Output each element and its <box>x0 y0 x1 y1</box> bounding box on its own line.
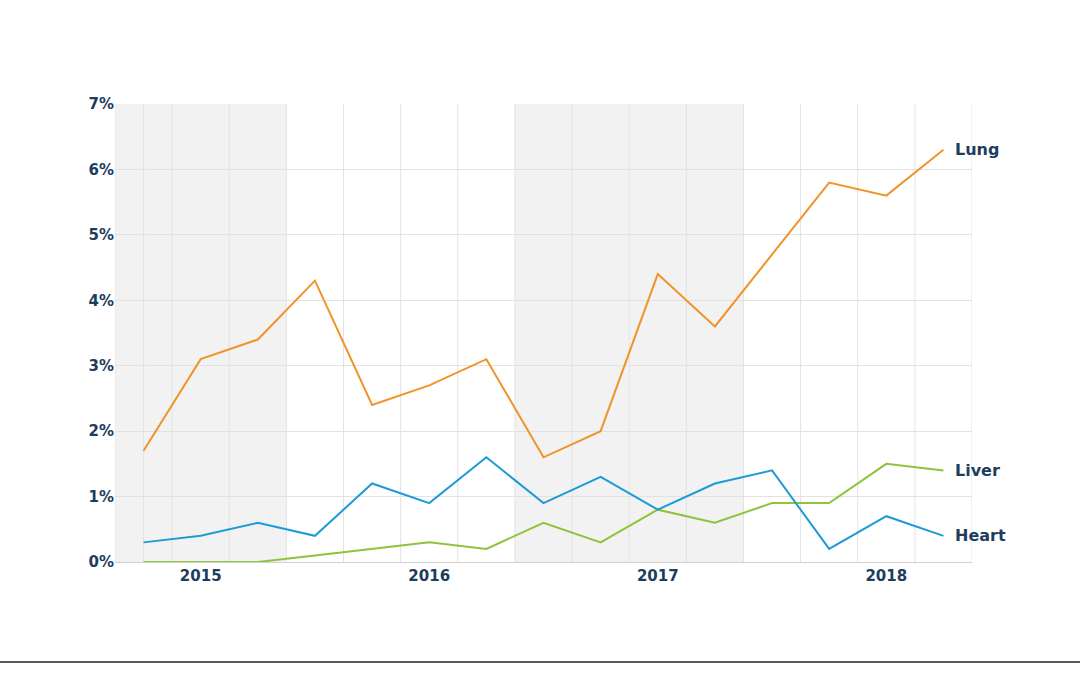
svg-text:7%: 7% <box>89 95 114 113</box>
svg-text:Lung: Lung <box>955 140 999 159</box>
svg-text:2018: 2018 <box>865 567 907 585</box>
svg-text:5%: 5% <box>89 226 114 244</box>
svg-text:2017: 2017 <box>637 567 679 585</box>
svg-text:3%: 3% <box>89 357 114 375</box>
svg-text:6%: 6% <box>89 161 114 179</box>
svg-text:2%: 2% <box>89 422 114 440</box>
svg-text:4%: 4% <box>89 292 114 310</box>
svg-text:1%: 1% <box>89 488 114 506</box>
svg-text:2016: 2016 <box>408 567 450 585</box>
svg-text:2015: 2015 <box>180 567 222 585</box>
svg-text:Heart: Heart <box>955 526 1006 545</box>
svg-text:Liver: Liver <box>955 461 1000 480</box>
svg-text:0%: 0% <box>89 553 114 571</box>
